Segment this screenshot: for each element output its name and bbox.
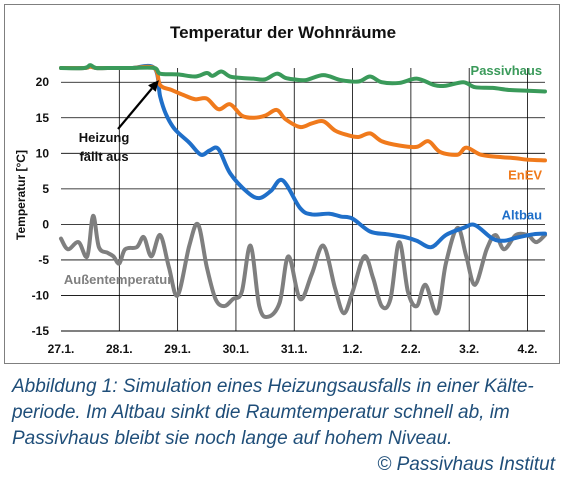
caption-line-2: periode. Im Altbau sinkt die Raumtempera…: [12, 402, 510, 423]
x-tick-label: 3.2.: [459, 342, 479, 356]
figure-caption: Abbildung 1: Simulation eines Heizungsau…: [12, 374, 560, 452]
y-tick-label: 0: [42, 217, 49, 231]
annotation-arrow-head: [148, 80, 159, 92]
x-tick-label: 4.2.: [517, 342, 537, 356]
y-tick-label: 5: [42, 182, 49, 196]
annotation-arrow: [117, 87, 153, 130]
x-tick-label: 27.1.: [48, 342, 75, 356]
y-tick-label: 10: [36, 146, 50, 160]
y-axis-label: Temperatur [°C]: [14, 150, 28, 240]
annotation-line-1: Heizung: [79, 130, 130, 145]
caption-line-3: Passivhaus bleibt sie noch lange auf hoh…: [12, 428, 453, 449]
tick-labels: 20 15 10 5 0 -5 -10 -15 27.1. 28.1. 29.1. 30.1. 31.1…: [32, 75, 538, 356]
x-tick-label: 31.1.: [281, 342, 308, 356]
heating-failure-annotation: Heizung fällt aus: [79, 80, 159, 164]
series-label-2: Altbau: [502, 207, 543, 222]
annotation-line-2: fällt aus: [79, 149, 128, 164]
x-tick-label: 2.2.: [401, 342, 421, 356]
series-line-3: [59, 213, 547, 320]
copyright-credit: © Passivhaus Institut: [377, 454, 555, 475]
x-tick-label: 1.2.: [343, 342, 363, 356]
caption-line-1: Abbildung 1: Simulation eines Heizungsau…: [12, 376, 534, 397]
series-line-2: [59, 63, 547, 250]
chart-frame: Temperatur der Wohnräume 20 15 10 5 0 -5 -10 -1…: [4, 4, 560, 364]
y-tick-label: -5: [38, 253, 49, 267]
x-tick-label: 28.1.: [106, 342, 133, 356]
series-label-0: Passivhaus: [471, 63, 543, 78]
y-tick-label: 20: [36, 75, 50, 89]
series-label-1: EnEV: [508, 168, 542, 183]
series-labels: Passivhaus EnEV Altbau Außentemperatur: [64, 63, 542, 287]
y-tick-label: -10: [32, 288, 50, 302]
y-tick-label: -15: [32, 324, 50, 338]
temperature-line-chart: Temperatur der Wohnräume 20 15 10 5 0 -5 -10 -1…: [14, 23, 547, 356]
series-line-0: [59, 63, 547, 94]
chart-title: Temperatur der Wohnräume: [170, 23, 396, 42]
x-tick-label: 29.1.: [164, 342, 191, 356]
series-label-3: Außentemperatur: [64, 272, 172, 287]
x-tick-label: 30.1.: [223, 342, 250, 356]
gridlines: [61, 68, 545, 332]
y-tick-label: 15: [36, 111, 50, 125]
series-lines: [59, 63, 547, 320]
